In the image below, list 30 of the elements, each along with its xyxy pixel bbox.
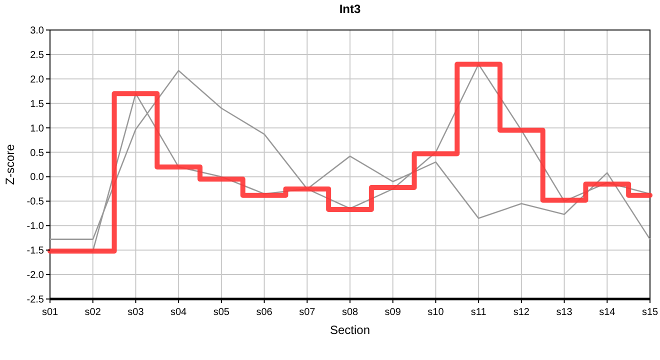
x-tick-label: s02 xyxy=(84,307,102,318)
x-tick-label: s11 xyxy=(470,307,487,318)
x-tick-label: s04 xyxy=(170,307,188,318)
y-axis-title: Z-score xyxy=(3,144,17,185)
y-tick-label: 0.5 xyxy=(30,148,44,159)
y-tick-label: 1.0 xyxy=(30,123,44,134)
y-tick-label: 2.0 xyxy=(30,74,44,86)
y-tick-label: -1.5 xyxy=(26,246,44,257)
x-tick-label: s05 xyxy=(213,307,230,318)
x-tick-label: s06 xyxy=(256,307,273,318)
x-tick-label: s15 xyxy=(642,307,658,318)
y-tick-label: -2.0 xyxy=(26,270,44,282)
x-tick-label: s01 xyxy=(42,307,58,318)
x-tick-label: s03 xyxy=(128,307,144,318)
y-tick-label: 2.5 xyxy=(30,50,44,61)
y-tick-label: -1.0 xyxy=(26,221,44,232)
x-axis-title: Section xyxy=(330,323,370,337)
x-tick-label: s13 xyxy=(556,307,573,318)
x-tick-label: s14 xyxy=(599,307,616,318)
x-tick-label: s12 xyxy=(513,307,530,318)
y-tick-label: -2.5 xyxy=(26,294,44,306)
y-tick-label: 3.0 xyxy=(30,26,44,36)
x-tick-label: s10 xyxy=(428,307,444,318)
chart-title: Int3 xyxy=(339,2,361,16)
x-tick-label: s09 xyxy=(384,307,402,318)
y-tick-label: 1.5 xyxy=(30,98,44,110)
x-tick-label: s07 xyxy=(299,307,316,318)
y-tick-label: -0.5 xyxy=(26,196,44,208)
x-tick-label: s08 xyxy=(342,307,358,318)
y-tick-label: 0.0 xyxy=(30,172,44,184)
